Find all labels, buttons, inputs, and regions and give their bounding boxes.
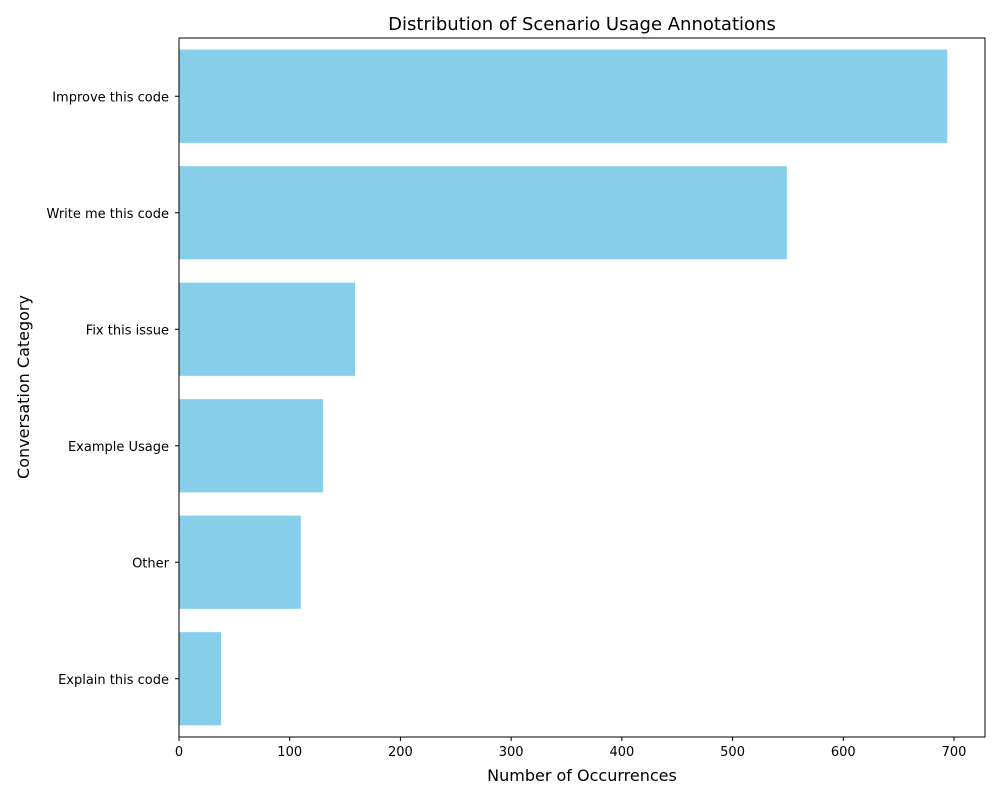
x-tick-label: 400: [609, 745, 634, 760]
bar: [179, 632, 222, 726]
y-tick-label: Fix this issue: [86, 323, 169, 338]
plot-frame: [178, 37, 986, 738]
bar: [179, 282, 356, 376]
bar: [179, 515, 301, 609]
x-tick-label: 0: [175, 745, 183, 760]
x-tick-label: 200: [388, 745, 413, 760]
x-axis-label: Number of Occurrences: [487, 766, 677, 785]
bar: [179, 399, 323, 493]
bars-group: [179, 49, 948, 726]
bar: [179, 166, 787, 260]
y-axis-label: Conversation Category: [14, 295, 33, 479]
chart-title: Distribution of Scenario Usage Annotatio…: [388, 14, 776, 35]
y-tick-label: Write me this code: [47, 207, 169, 222]
bar: [179, 49, 948, 143]
x-tick-label: 600: [831, 745, 856, 760]
y-tick-label: Example Usage: [68, 440, 169, 455]
x-axis: 0 100 200 300 400 500 600 700: [175, 737, 967, 760]
x-tick-label: 300: [499, 745, 524, 760]
y-axis: Improve this code Write me this code Fix t…: [47, 90, 179, 688]
x-tick-label: 700: [942, 745, 967, 760]
x-tick-label: 100: [277, 745, 302, 760]
y-tick-label: Improve this code: [52, 90, 169, 105]
y-tick-label: Other: [132, 556, 170, 571]
y-tick-label: Explain this code: [58, 673, 169, 688]
x-tick-label: 500: [720, 745, 745, 760]
